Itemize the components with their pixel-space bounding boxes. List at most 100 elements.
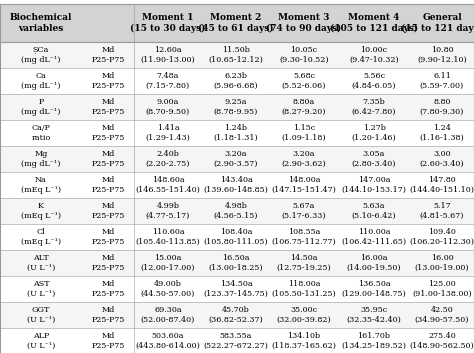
Text: Md
P25-P75: Md P25-P75: [91, 150, 125, 168]
Bar: [410, 146, 474, 172]
Bar: [0, 198, 82, 224]
Bar: [82, 224, 134, 250]
Text: 16.50a
(13.00-18.25): 16.50a (13.00-18.25): [209, 255, 264, 271]
Bar: [338, 250, 410, 276]
Bar: [202, 276, 270, 302]
Bar: [270, 94, 338, 120]
Bar: [82, 302, 134, 328]
Bar: [134, 42, 202, 68]
Bar: [134, 276, 202, 302]
Bar: [270, 302, 338, 328]
Bar: [0, 224, 82, 250]
Bar: [270, 328, 338, 353]
Text: 11.50b
(10.65-12.12): 11.50b (10.65-12.12): [209, 46, 264, 64]
Text: 10.00c
(9.47-10.32): 10.00c (9.47-10.32): [349, 46, 399, 64]
Text: 109.40
(106.20-112.30): 109.40 (106.20-112.30): [410, 228, 474, 246]
Text: 1.24
(1.16-1.38): 1.24 (1.16-1.38): [419, 124, 465, 142]
Bar: [270, 172, 338, 198]
Text: 1.41a
(1.29-1.43): 1.41a (1.29-1.43): [146, 124, 191, 142]
Bar: [202, 224, 270, 250]
Bar: [338, 146, 410, 172]
Text: 35.00c
(32.00-39.82): 35.00c (32.00-39.82): [277, 306, 331, 324]
Bar: [82, 250, 134, 276]
Text: Ca/P
ratio: Ca/P ratio: [31, 124, 51, 142]
Bar: [82, 146, 134, 172]
Text: 108.40a
(105.80-111.05): 108.40a (105.80-111.05): [204, 228, 268, 246]
Text: 6.23b
(5.96-6.68): 6.23b (5.96-6.68): [214, 72, 258, 90]
Bar: [410, 328, 474, 353]
Bar: [0, 172, 82, 198]
Text: 8.80
(7.80-9.30): 8.80 (7.80-9.30): [420, 98, 464, 115]
Text: 8.80a
(8.27-9.20): 8.80a (8.27-9.20): [282, 98, 326, 115]
Text: 108.55a
(106.75-112.77): 108.55a (106.75-112.77): [272, 228, 337, 246]
Text: ALT
(U L⁻¹): ALT (U L⁻¹): [27, 255, 55, 271]
Text: 2.40b
(2.20-2.75): 2.40b (2.20-2.75): [146, 150, 190, 168]
Bar: [338, 302, 410, 328]
Text: Md
P25-P75: Md P25-P75: [91, 72, 125, 90]
Bar: [410, 120, 474, 146]
Text: 1.24b
(1.18-1.31): 1.24b (1.18-1.31): [214, 124, 258, 142]
Text: 5.56c
(4.84-6.05): 5.56c (4.84-6.05): [352, 72, 396, 90]
Text: 7.48a
(7.15-7.80): 7.48a (7.15-7.80): [146, 72, 190, 90]
Text: Na
(mEq L⁻¹): Na (mEq L⁻¹): [21, 176, 61, 193]
Text: Md
P25-P75: Md P25-P75: [91, 98, 125, 115]
Bar: [270, 224, 338, 250]
Text: 9.00a
(8.70-9.50): 9.00a (8.70-9.50): [146, 98, 190, 115]
Text: 148.60a
(146.55-151.40): 148.60a (146.55-151.40): [136, 176, 201, 193]
Text: Md
P25-P75: Md P25-P75: [91, 124, 125, 142]
Text: 10.05c
(9.30-10.52): 10.05c (9.30-10.52): [279, 46, 329, 64]
Text: 5.63a
(5.10-6.42): 5.63a (5.10-6.42): [352, 202, 396, 220]
Bar: [0, 146, 82, 172]
Text: 4.99b
(4.77-5.17): 4.99b (4.77-5.17): [146, 202, 190, 220]
Bar: [82, 4, 134, 42]
Bar: [338, 172, 410, 198]
Bar: [134, 302, 202, 328]
Bar: [134, 224, 202, 250]
Bar: [0, 4, 82, 42]
Bar: [202, 120, 270, 146]
Bar: [202, 42, 270, 68]
Bar: [338, 68, 410, 94]
Bar: [270, 276, 338, 302]
Text: 136.50a
(129.00-148.75): 136.50a (129.00-148.75): [342, 280, 406, 298]
Text: 503.60a
(443.80-614.00): 503.60a (443.80-614.00): [136, 333, 201, 349]
Text: 275.40
(148.90-562.50): 275.40 (148.90-562.50): [410, 333, 474, 349]
Text: Md
P25-P75: Md P25-P75: [91, 202, 125, 220]
Text: Biochemical
variables: Biochemical variables: [10, 13, 72, 33]
Bar: [134, 120, 202, 146]
Text: Moment 2
(45 to 61 days): Moment 2 (45 to 61 days): [198, 13, 274, 33]
Text: Moment 1
(15 to 30 days): Moment 1 (15 to 30 days): [130, 13, 206, 33]
Text: ṢCa
(mg dL⁻¹): ṢCa (mg dL⁻¹): [21, 46, 61, 64]
Text: Md
P25-P75: Md P25-P75: [91, 333, 125, 349]
Bar: [270, 42, 338, 68]
Text: 4.98b
(4.56-5.15): 4.98b (4.56-5.15): [214, 202, 258, 220]
Bar: [338, 120, 410, 146]
Text: P
(mg dL⁻¹): P (mg dL⁻¹): [21, 98, 61, 115]
Text: 16.00a
(14.00-19.50): 16.00a (14.00-19.50): [346, 255, 401, 271]
Bar: [0, 68, 82, 94]
Bar: [338, 224, 410, 250]
Text: 148.00a
(147.15-151.47): 148.00a (147.15-151.47): [272, 176, 337, 193]
Bar: [338, 4, 410, 42]
Bar: [410, 4, 474, 42]
Bar: [270, 198, 338, 224]
Bar: [270, 250, 338, 276]
Bar: [82, 68, 134, 94]
Text: Md
P25-P75: Md P25-P75: [91, 255, 125, 271]
Bar: [202, 146, 270, 172]
Bar: [270, 120, 338, 146]
Text: 42.50
(34.90-57.50): 42.50 (34.90-57.50): [415, 306, 469, 324]
Text: 69.30a
(52.00-87.40): 69.30a (52.00-87.40): [141, 306, 195, 324]
Text: 134.10b
(118.37-165.62): 134.10b (118.37-165.62): [272, 333, 337, 349]
Bar: [202, 198, 270, 224]
Bar: [82, 172, 134, 198]
Bar: [410, 302, 474, 328]
Text: ALP
(U L⁻¹): ALP (U L⁻¹): [27, 333, 55, 349]
Bar: [82, 94, 134, 120]
Text: 12.60a
(11.90-13.00): 12.60a (11.90-13.00): [141, 46, 195, 64]
Text: Md
P25-P75: Md P25-P75: [91, 228, 125, 246]
Bar: [134, 146, 202, 172]
Bar: [0, 302, 82, 328]
Bar: [134, 250, 202, 276]
Bar: [134, 198, 202, 224]
